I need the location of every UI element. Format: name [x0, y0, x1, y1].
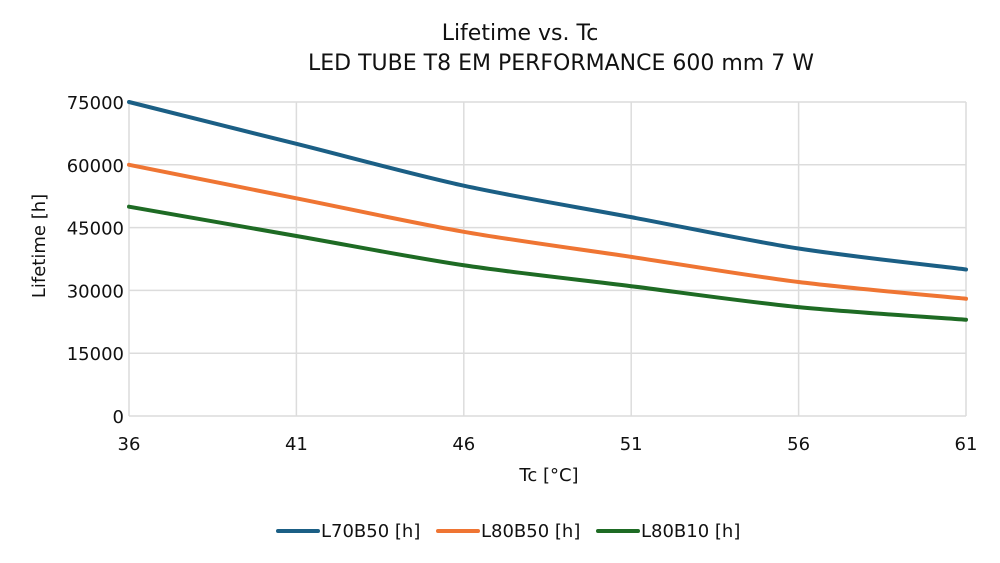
- legend-label: L70B50 [h]: [321, 521, 420, 542]
- series-line-1: [127, 100, 968, 272]
- x-tick-label: 41: [285, 434, 308, 455]
- chart-subtitle: LED TUBE T8 EM PERFORMANCE 600 mm 7 W: [308, 51, 814, 76]
- legend-label: L80B50 [h]: [481, 521, 580, 542]
- y-axis-label: Lifetime [h]: [29, 194, 50, 298]
- x-tick-label: 36: [118, 434, 141, 455]
- y-tick-label: 45000: [67, 219, 124, 240]
- legend-label: L80B10 [h]: [641, 521, 740, 542]
- x-axis-label: Tc [°C]: [518, 465, 578, 486]
- x-tick-label: 46: [452, 434, 475, 455]
- y-tick-label: 60000: [67, 156, 124, 177]
- y-tick-label: 75000: [67, 93, 124, 114]
- y-tick-label: 0: [113, 407, 124, 428]
- x-tick-label: 56: [787, 434, 810, 455]
- chart-title: Lifetime vs. Tc: [442, 21, 599, 46]
- x-tick-label: 51: [620, 434, 643, 455]
- y-tick-label: 30000: [67, 281, 124, 302]
- series-line-2: [127, 162, 968, 301]
- y-tick-label: 15000: [67, 344, 124, 365]
- series-line-3: [127, 204, 968, 322]
- x-tick-label: 61: [955, 434, 978, 455]
